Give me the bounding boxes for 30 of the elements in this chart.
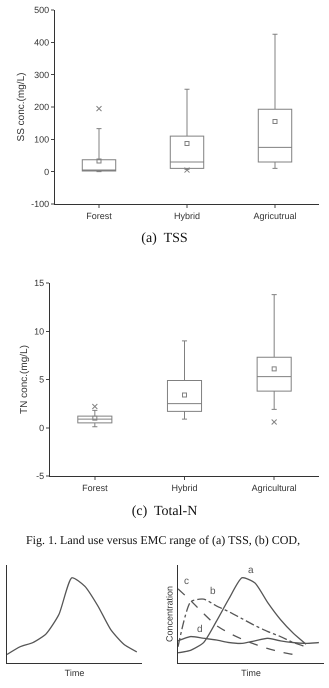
x-tick-label: Agricutrual <box>253 210 297 221</box>
y-tick-label: 100 <box>34 134 50 144</box>
x-tick-label: Forest <box>86 210 112 221</box>
y-tick-label: 0 <box>39 422 44 433</box>
y-tick-label: 5 <box>39 374 44 385</box>
x-axis-title: Time <box>64 668 84 678</box>
series-label: a <box>248 565 254 576</box>
x-tick-label: Hybrid <box>174 210 200 221</box>
x-tick-label: Agricultural <box>252 482 297 493</box>
series-label: c <box>184 576 189 587</box>
caption: Fig. 1. Land use versus EMC range of (a) TSS, (b) COD, <box>26 533 300 547</box>
x-axis-title: Time <box>241 668 261 678</box>
y-tick-label: 400 <box>34 37 50 48</box>
text: (c) Total-N <box>132 504 198 519</box>
text: (a) TSS <box>141 230 188 246</box>
x-tick-label: Forest <box>82 482 108 493</box>
y-tick-label: -5 <box>36 471 44 482</box>
y-tick-label: -100 <box>31 199 50 210</box>
y-tick-label: 200 <box>34 102 50 112</box>
y-tick-label: 15 <box>34 278 44 288</box>
y-axis-title: Concentration <box>164 586 174 642</box>
y-axis-title: SS conc.(mg/L) <box>16 72 28 142</box>
y-tick-label: 500 <box>34 5 50 16</box>
y-tick-label: 0 <box>44 166 50 177</box>
y-tick-label: 300 <box>34 70 50 80</box>
series-label: b <box>210 586 216 597</box>
y-tick-label: 10 <box>34 326 44 336</box>
x-tick-label: Hybrid <box>171 482 198 493</box>
series-label: d <box>197 624 203 635</box>
y-axis-title: TN conc.(mg/L) <box>19 345 30 414</box>
